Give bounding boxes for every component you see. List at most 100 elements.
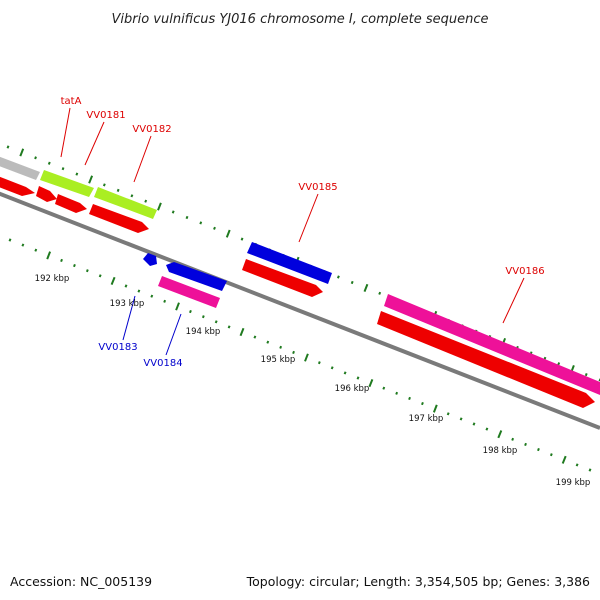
gene-label-vv0186: VV0186 [505, 266, 544, 277]
tick-label-196: 196 kbp [335, 384, 370, 394]
minor-tick [266, 340, 270, 344]
callout-line-vv0183 [122, 295, 136, 341]
minor-tick [330, 366, 334, 370]
minor-tick [98, 274, 102, 278]
feature-lime-bar-vv0181 [40, 170, 94, 197]
minor-tick [124, 284, 128, 288]
cds-arrow-vv0185 [242, 259, 323, 297]
feature-blue-bar-vv0185 [247, 242, 332, 284]
feature-pink-bar [158, 276, 220, 308]
minor-tick [137, 289, 141, 293]
minor-tick [549, 453, 553, 457]
minor-tick [47, 161, 51, 165]
minor-tick [279, 345, 283, 349]
minor-tick [446, 412, 450, 416]
minor-tick [524, 442, 527, 447]
minor-tick [421, 401, 424, 406]
kbp-tick-labels: 192 kbp 193 kbp 194 kbp 195 kbp 196 kbp … [35, 274, 591, 488]
accession-text: Accession: NC_005139 [10, 574, 152, 589]
minor-tick [511, 437, 515, 441]
minor-tick [150, 294, 154, 298]
minor-tick [350, 280, 354, 285]
minor-tick [584, 373, 588, 377]
minor-tick [240, 237, 244, 241]
tick-label-193: 193 kbp [110, 299, 145, 309]
tick-label-194: 194 kbp [186, 327, 221, 337]
callout-line-vv0184 [165, 313, 182, 356]
minor-tick [8, 238, 12, 242]
gene-label-vv0183: VV0183 [98, 342, 137, 353]
callout-line-vv0181 [84, 121, 105, 166]
minor-tick [253, 335, 257, 339]
minor-tick [336, 275, 340, 279]
minor-tick [485, 427, 489, 431]
cds-arrow [89, 204, 149, 233]
feature-blue-small-vv0183 [143, 253, 157, 266]
minor-tick [588, 468, 592, 472]
major-tick [19, 148, 25, 157]
minor-tick [537, 447, 540, 452]
minor-tick [163, 299, 167, 303]
major-tick [239, 327, 245, 337]
minor-tick [459, 417, 463, 421]
major-tick [432, 404, 438, 413]
gene-labels: tatA VV0181 VV0182 VV0183 VV0184 VV0185 … [61, 96, 545, 369]
minor-tick [75, 172, 79, 176]
feature-lime-bar-vv0182 [94, 187, 157, 219]
gene-label-vv0185: VV0185 [298, 182, 337, 193]
gene-label-vv0181: VV0181 [86, 110, 125, 121]
minor-tick [21, 243, 25, 247]
minor-tick [144, 199, 148, 203]
tick-label-198: 198 kbp [483, 446, 518, 456]
tick-label-195: 195 kbp [261, 355, 296, 365]
sequence-backbone [0, 191, 600, 430]
minor-tick [575, 463, 579, 467]
minor-tick [34, 248, 38, 252]
minor-tick [6, 145, 10, 149]
callout-line-vv0185 [298, 193, 319, 243]
minor-tick [116, 188, 120, 192]
minor-tick [60, 258, 63, 263]
minor-tick [189, 309, 192, 314]
gene-label-vv0182: VV0182 [132, 124, 171, 135]
feature-pink-bar-vv0186 [384, 294, 600, 395]
lower-tick-track [8, 238, 592, 472]
major-tick [175, 302, 180, 311]
minor-tick [171, 210, 175, 214]
minor-tick [343, 371, 347, 375]
cds-arrow [36, 186, 57, 202]
minor-tick [382, 386, 386, 390]
feature-gray-bar [0, 156, 40, 180]
minor-tick [214, 320, 218, 324]
major-tick [561, 455, 567, 464]
major-tick [46, 251, 52, 260]
topology-summary: Topology: circular; Length: 3,354,505 bp… [246, 574, 590, 589]
minor-tick [292, 350, 295, 355]
cds-arrow-vv0186 [377, 311, 595, 408]
cds-arrow [55, 194, 87, 213]
minor-tick [227, 325, 231, 329]
gene-label-tatA: tatA [61, 96, 82, 107]
tick-label-192: 192 kbp [35, 274, 70, 284]
minor-tick [317, 361, 321, 365]
minor-tick [356, 376, 360, 380]
feature-blue-arrow-vv0184 [166, 262, 227, 291]
major-tick [88, 175, 94, 184]
major-tick [363, 283, 369, 292]
tick-label-197: 197 kbp [409, 414, 444, 424]
minor-tick [34, 156, 37, 160]
callout-line-tatA [60, 107, 71, 158]
major-tick [368, 379, 374, 388]
minor-tick [408, 396, 411, 401]
minor-tick [557, 362, 561, 366]
minor-tick [213, 226, 216, 230]
minor-tick [395, 391, 399, 395]
minor-tick [73, 263, 76, 268]
minor-tick [378, 291, 382, 295]
minor-tick [185, 215, 189, 220]
major-tick [304, 353, 309, 362]
major-tick [497, 430, 503, 439]
major-tick [110, 276, 116, 285]
